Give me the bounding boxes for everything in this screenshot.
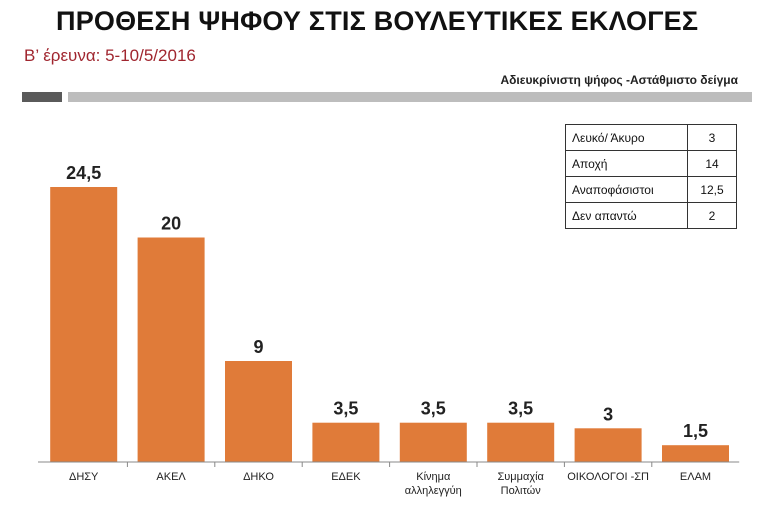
bar [312, 422, 380, 462]
data-label: 3 [603, 404, 613, 424]
category-label: ΕΔΕΚ [331, 471, 361, 483]
table-row-label: Δεν απαντώ [565, 202, 688, 229]
bar [50, 187, 118, 462]
header-accent-light [68, 92, 752, 102]
data-label: 9 [253, 337, 263, 357]
data-label: 20 [161, 214, 181, 234]
sample-note: Αδιευκρίνιστη ψήφος -Αστάθμιστο δείγμα [500, 73, 738, 87]
data-label: 3,5 [508, 399, 533, 419]
data-label: 1,5 [683, 421, 708, 441]
category-label: Κίνημα [416, 471, 451, 483]
category-label: αλληλεγγύη [405, 485, 462, 497]
category-label: Συμμαχία [497, 471, 544, 483]
bar [487, 422, 555, 462]
header-accent-dark [22, 92, 62, 102]
data-label: 24,5 [66, 163, 101, 183]
table-row-value: 12,5 [687, 176, 737, 203]
survey-subtitle: Β’ έρευνα: 5-10/5/2016 [24, 46, 196, 65]
category-label: ΔΗΣΥ [69, 471, 99, 483]
bar [137, 237, 205, 462]
table-row-value: 2 [687, 202, 737, 229]
data-label: 3,5 [333, 399, 358, 419]
category-label: ΟΙΚΟΛΟΓΟΙ -ΣΠ [567, 471, 649, 483]
bar [225, 361, 292, 462]
category-label: ΑΚΕΛ [156, 471, 186, 483]
other-responses-table: Λευκό/ Άκυρο 3 Αποχή 14 Αναποφάσιστοι 12,5 Δεν… [565, 124, 737, 229]
bar [662, 445, 729, 462]
table-row-label: Αποχή [565, 150, 688, 177]
bar [574, 428, 642, 462]
page-title: ΠΡΟΘΕΣΗ ΨΗΦΟΥ ΣΤΙΣ ΒΟΥΛΕΥΤΙΚΕΣ ΕΚΛΟΓΕΣ [56, 6, 699, 36]
bar [399, 422, 467, 462]
category-label: ΔΗΚΟ [243, 471, 274, 483]
table-row: Δεν απαντώ 2 [565, 202, 737, 229]
table-row-label: Λευκό/ Άκυρο [565, 124, 688, 151]
data-label: 3,5 [421, 399, 446, 419]
category-label: Πολιτών [501, 485, 542, 497]
category-label: ΕΛΑΜ [680, 471, 711, 483]
